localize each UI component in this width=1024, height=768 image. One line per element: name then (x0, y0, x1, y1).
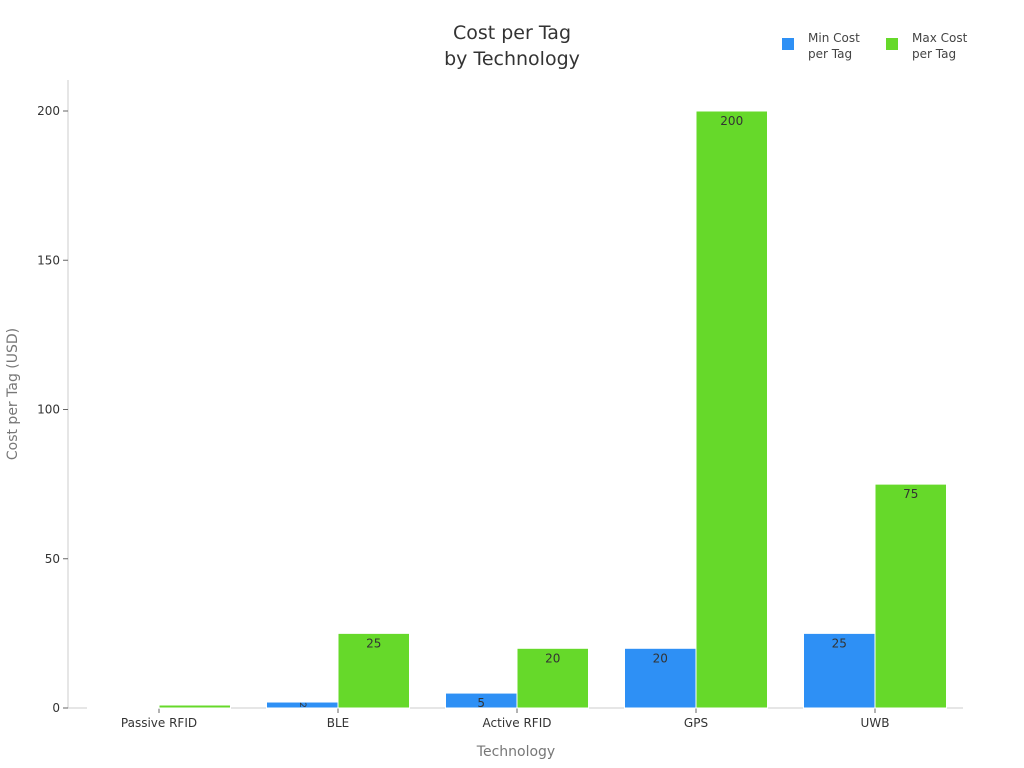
x-tick-label: BLE (327, 716, 350, 730)
bar-min[interactable] (87, 707, 160, 709)
y-tick-label: 0 (52, 701, 60, 715)
bar-value-label: 200 (720, 114, 743, 128)
title-line-2: by Technology (444, 48, 580, 70)
bar-min[interactable] (624, 647, 697, 709)
bar-max[interactable] (516, 647, 589, 709)
bar-value-label: 25 (366, 636, 381, 650)
legend-label-max: Max Cost per Tag (912, 31, 968, 61)
legend-swatch-min (782, 38, 794, 50)
bar-value-label: 25 (832, 636, 847, 650)
legend-label-min: Min Cost per Tag (808, 31, 860, 61)
x-tick-label: Active RFID (483, 716, 552, 730)
bar-max[interactable] (337, 632, 410, 709)
title-line-1: Cost per Tag (452, 22, 572, 44)
chart-title: Cost per Tag by Technology (0, 20, 1024, 72)
x-tick-label: UWB (861, 716, 890, 730)
bar-min[interactable] (803, 632, 876, 709)
legend-item-max[interactable]: Max Cost per Tag (886, 30, 972, 62)
y-tick-label: 150 (37, 253, 60, 267)
legend-item-min[interactable]: Min Cost per Tag (782, 30, 868, 62)
bar-value-label: 20 (653, 651, 668, 665)
y-tick-label: 100 (37, 403, 60, 417)
bar-max[interactable] (158, 704, 231, 709)
bar-value-label: 5 (477, 696, 485, 710)
y-axis-label: Cost per Tag (USD) (5, 328, 21, 460)
x-tick-label: Passive RFID (121, 716, 197, 730)
bar-value-label: 20 (545, 651, 560, 665)
x-axis-label: Technology (476, 744, 555, 760)
x-tick-label: GPS (684, 716, 708, 730)
legend: Min Cost per Tag Max Cost per Tag (782, 30, 972, 62)
y-tick-label: 50 (45, 552, 60, 566)
bar-value-label: 2 (297, 702, 307, 708)
legend-swatch-max (886, 38, 898, 50)
bar-value-label: 75 (903, 487, 918, 501)
bar-max[interactable] (695, 110, 768, 709)
bar-max[interactable] (874, 483, 947, 709)
y-tick-label: 200 (37, 104, 60, 118)
